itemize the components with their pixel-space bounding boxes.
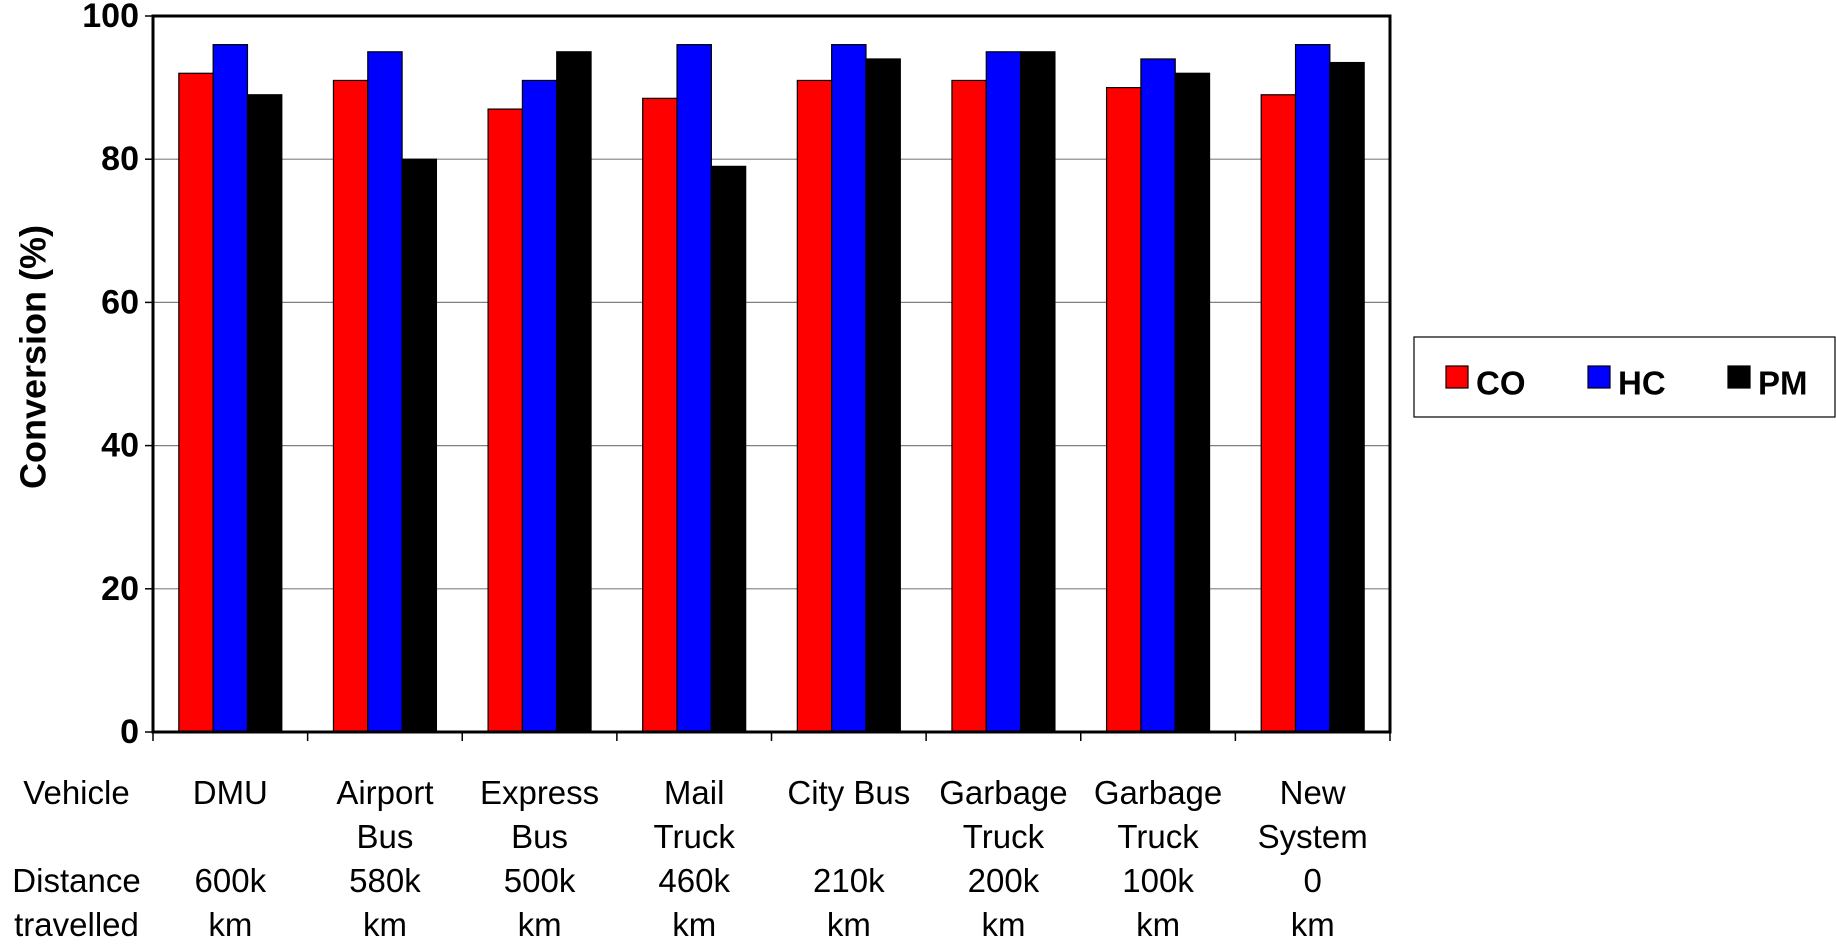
bar [1174,72,1211,733]
legend-label: CO [1476,365,1526,402]
bar [865,58,901,733]
x-tick-label: New System [1257,774,1368,855]
bar [487,108,523,733]
bar [332,79,369,733]
distance-label: 500k km [503,862,576,943]
legend-label: HC [1618,365,1666,402]
bar [1020,51,1056,733]
bar [1260,94,1297,733]
y-tick-label: 0 [120,713,139,751]
y-tick-label: 40 [101,427,139,465]
legend-swatch [1445,365,1469,389]
row-label: Distance travelled [12,862,141,943]
distance-label: 0 km [1290,862,1335,943]
legend-box [1413,336,1836,418]
bar [401,158,438,733]
x-tick-label: DMU [192,774,268,811]
bar [1329,61,1365,733]
plot-frame [151,14,1392,734]
x-tick-label: Garbage Truck [1093,774,1223,855]
bar [178,72,214,733]
x-tick-label: Mail Truck [653,774,735,855]
distance-label: 100k km [1122,862,1194,943]
y-tick-label: 20 [101,570,139,608]
x-tick-label: Airport Bus [336,774,434,855]
x-tick-label: Express Bus [479,774,600,855]
distance-label: 210k km [813,862,885,943]
bar [710,165,747,733]
row-label: Vehicle [23,774,130,811]
y-tick-label: 100 [82,0,139,35]
bar [246,94,283,733]
bar [212,44,249,733]
legend-swatch [1587,365,1611,389]
bar [831,44,867,733]
x-tick-label: City Bus [787,774,911,811]
bar [1140,58,1176,733]
bar [985,51,1022,733]
bar [642,97,678,733]
bar [676,44,712,733]
distance-label: 460k km [658,862,730,943]
bar [556,51,592,733]
bar [521,79,558,733]
distance-label: 580k km [349,862,421,943]
y-tick-label: 60 [101,283,139,321]
bar [367,51,403,733]
legend-swatch [1727,365,1751,389]
y-axis-title: Conversion (%) [13,225,54,489]
bar [1105,86,1142,733]
x-tick-label: Garbage Truck [939,774,1068,855]
distance-label: 600k km [194,862,267,943]
legend-label: PM [1758,365,1808,402]
bar [951,79,987,733]
y-tick-label: 80 [101,140,139,178]
distance-label: 200k km [967,862,1040,943]
bar [1294,44,1331,733]
bar [796,79,833,733]
